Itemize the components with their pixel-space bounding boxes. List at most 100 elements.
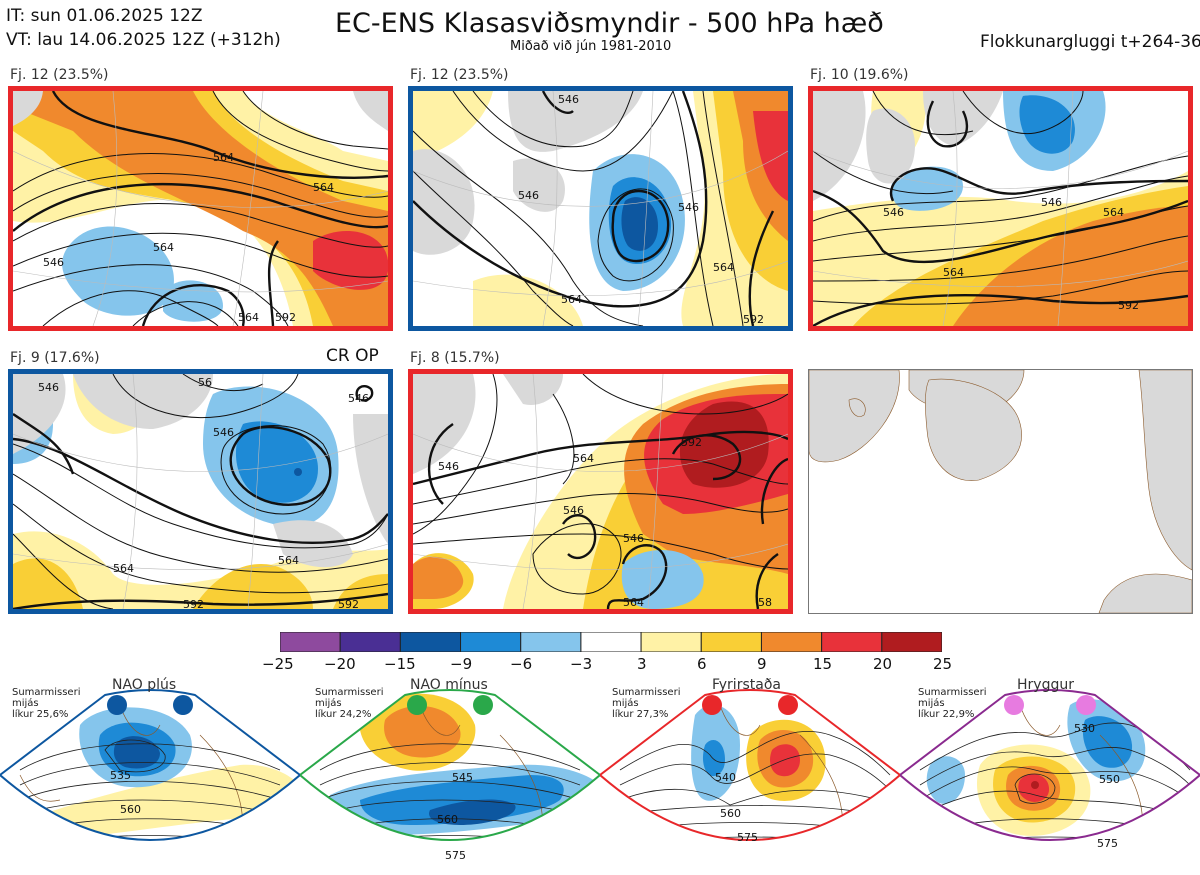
- cluster-4-contour-label-4: 564: [113, 562, 134, 575]
- colorbar-box: [460, 631, 522, 653]
- regime-desc-line: Sumarmisseri: [612, 687, 681, 698]
- regime-nao-plus-contour: 535: [110, 769, 131, 782]
- cluster-4-contour-label-6: 592: [183, 598, 204, 609]
- cluster-3-contour-label-3: 564: [1103, 206, 1124, 219]
- empty-basemap: [808, 369, 1193, 614]
- regime-nao-minus-contour: 560: [437, 813, 458, 826]
- colorbar-tick: −6: [510, 655, 533, 673]
- cluster-2-map: 546 546 564 546 564 592: [408, 86, 793, 331]
- page-subtitle: Miðað við jún 1981-2010: [510, 39, 672, 54]
- cluster-1-contour-label-1: 564: [153, 241, 174, 254]
- regime-desc-line: líkur 27,3%: [612, 709, 669, 720]
- regime-ridge-contour: 530: [1074, 722, 1095, 735]
- colorbar-box: [700, 631, 762, 653]
- cluster-2-contour-label-6: 592: [743, 313, 764, 326]
- cluster-4-contour-label-5: 564: [278, 554, 299, 567]
- regime-blocking: Sumarmisseri mijás líkur 27,3% Fyrirstað…: [598, 675, 902, 871]
- colorbar-box: [821, 631, 883, 653]
- colorbar-tick: 6: [697, 655, 707, 673]
- cluster-1-contour-label-2: 564: [313, 181, 334, 194]
- regime-ridge-contour: 550: [1099, 773, 1120, 786]
- regime-desc-line: mijás: [612, 698, 639, 709]
- colorbar-tick: −3: [570, 655, 593, 673]
- regime-blocking-name: Fyrirstaða: [712, 677, 781, 693]
- cluster-3-contour-label-4: 564: [943, 266, 964, 279]
- colorbar-tick: 9: [757, 655, 767, 673]
- colorbar-tick: −9: [450, 655, 473, 673]
- regime-nao-minus-contour: 545: [452, 771, 473, 784]
- colorbar-tick: −25: [262, 655, 294, 673]
- cluster-5-contour-label-4: 546: [563, 504, 584, 517]
- cluster-3-map: 546 546 564 564 592: [808, 86, 1193, 331]
- colorbar-box: [881, 631, 943, 653]
- colorbar-tick: 3: [637, 655, 647, 673]
- regime-blocking-contour: 560: [720, 807, 741, 820]
- regime-desc-line: líkur 22,9%: [918, 709, 975, 720]
- cluster-5-contour-label-6: 564: [623, 596, 644, 609]
- regime-nao-plus: Sumarmisseri mijás líkur 25,6% NAO plús …: [0, 675, 302, 871]
- colorbar-box: [339, 631, 401, 653]
- cluster-4-label: Fj. 9 (17.6%): [10, 350, 100, 366]
- regime-blocking-contour: 540: [715, 771, 736, 784]
- cluster-4-contour-label-3: 546: [348, 392, 369, 405]
- cluster-5-map: 546 564 592 546 546 564 58: [408, 369, 793, 614]
- cluster-1-contour-label-5: 564: [238, 311, 259, 324]
- colorbar-boxes: [279, 631, 943, 653]
- cluster-5-contour-label-2: 564: [573, 452, 594, 465]
- page-title: EC-ENS Klasasviðsmyndir - 500 hPa hæð: [335, 8, 884, 39]
- control-run-marker: CR OP: [326, 346, 379, 366]
- cluster-4-contour-label-8: 56: [198, 376, 212, 389]
- init-time: IT: sun 01.06.2025 12Z: [6, 6, 203, 26]
- regime-desc-line: Sumarmisseri: [918, 687, 987, 698]
- colorbar-box: [640, 631, 702, 653]
- regime-desc-line: Sumarmisseri: [315, 687, 384, 698]
- colorbar-box: [399, 631, 462, 653]
- cluster-1-map: 564 564 564 546 564 592: [8, 86, 393, 331]
- cluster-1-contour-label-6: 592: [275, 311, 296, 324]
- regime-ridge-contour: 575: [1097, 837, 1118, 850]
- regime-blocking-contour: 575: [737, 831, 758, 844]
- cluster-4-map: 546 546 546 564 564 592 592 56: [8, 369, 393, 614]
- colorbar-box: [520, 631, 582, 653]
- cluster-5-label: Fj. 8 (15.7%): [410, 350, 500, 366]
- regime-nao-minus-name: NAO mínus: [410, 677, 488, 693]
- colorbar-ticks: −25 −20 −15 −9 −6 −3 3 6 9 15 20 25: [262, 655, 962, 675]
- colorbar-tick: 25: [933, 655, 953, 673]
- cluster-2-contour-label-2: 546: [518, 189, 539, 202]
- cluster-3-label: Fj. 10 (19.6%): [810, 67, 909, 83]
- cluster-2-label: Fj. 12 (23.5%): [410, 67, 509, 83]
- cluster-3-contour-label-2: 546: [1041, 196, 1062, 209]
- regime-desc-line: mijás: [12, 698, 39, 709]
- colorbar-tick: −20: [324, 655, 356, 673]
- cluster-5-contour-label-7: 58: [758, 596, 772, 609]
- colorbar-box: [760, 631, 823, 653]
- colorbar-tick: 20: [873, 655, 893, 673]
- cluster-5-contour-label-1: 546: [438, 460, 459, 473]
- regime-desc-line: líkur 24,2%: [315, 709, 372, 720]
- regime-nao-minus-contour: 575: [445, 849, 466, 862]
- colorbar-tick: 15: [813, 655, 833, 673]
- cluster-1-contour-label-3: 564: [213, 151, 234, 164]
- regime-ridge-name: Hryggur: [1017, 677, 1074, 693]
- colorbar: [279, 631, 943, 653]
- cluster-5-contour-label-5: 546: [623, 532, 644, 545]
- cluster-3-contour-label-1: 546: [883, 206, 904, 219]
- cluster-2-contour-label-1: 546: [558, 93, 579, 106]
- regime-nao-minus: Sumarmisseri mijás líkur 24,2% NAO mínus…: [298, 675, 602, 871]
- cluster-4-contour-label-7: 592: [338, 598, 359, 609]
- regime-desc-line: Sumarmisseri: [12, 687, 81, 698]
- cluster-2-contour-label-5: 564: [713, 261, 734, 274]
- cluster-2-contour-label-4: 546: [678, 201, 699, 214]
- regime-desc-line: mijás: [315, 698, 342, 709]
- regime-desc-line: mijás: [918, 698, 945, 709]
- cluster-3-contour-label-5: 592: [1118, 299, 1139, 312]
- colorbar-tick: −15: [384, 655, 416, 673]
- cluster-4-contour-label-1: 546: [38, 381, 59, 394]
- regime-nao-plus-contour: 560: [120, 803, 141, 816]
- regime-ridge: Sumarmisseri mijás líkur 22,9%: [898, 675, 1200, 871]
- regime-desc-line: líkur 25,6%: [12, 709, 69, 720]
- cluster-4-contour-label-2: 546: [213, 426, 234, 439]
- cluster-1-contour-label-4: 546: [43, 256, 64, 269]
- valid-time: VT: lau 14.06.2025 12Z (+312h): [6, 30, 281, 50]
- cluster-5-contour-label-3: 592: [681, 436, 702, 449]
